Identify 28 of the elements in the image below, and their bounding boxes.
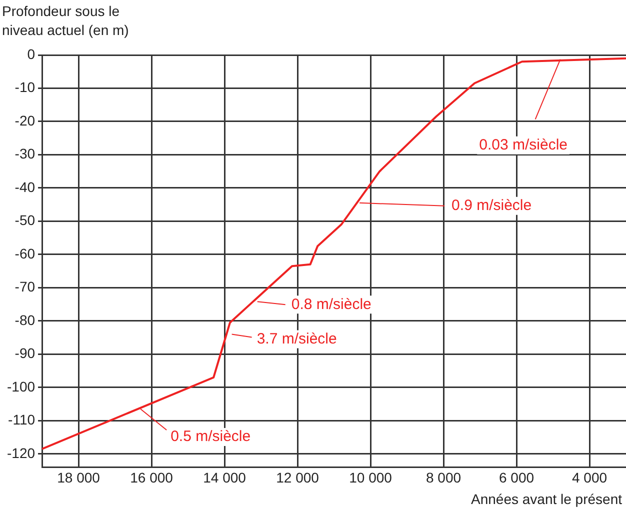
x-tick-label: 14 000 — [203, 469, 246, 486]
y-tick-label: -100 — [6, 378, 36, 394]
x-tick-label: 16 000 — [130, 469, 174, 486]
y-tick-label: -30 — [14, 146, 36, 162]
y-tick-label: 0 — [27, 46, 36, 62]
y-tick-label: -70 — [14, 278, 36, 295]
x-tick-label: 10 000 — [349, 469, 392, 486]
y-tick-label: -40 — [14, 178, 36, 195]
y-axis-title: Profondeur sous le niveau actuel (en m) — [2, 3, 129, 38]
x-tick-label: 8 000 — [426, 469, 462, 486]
annotation: 0.8 m/siècle — [291, 296, 372, 313]
x-tick-label: 6 000 — [498, 469, 534, 486]
y-tick-label: -10 — [14, 79, 36, 96]
x-tick-label: 4 000 — [572, 469, 608, 486]
annotation: 0.5 m/siècle — [170, 428, 251, 446]
annotation: 3.7 m/siècle — [256, 330, 337, 348]
x-tick-label: 12 000 — [276, 469, 320, 486]
y-tick-label: -60 — [14, 245, 36, 262]
annotation: 0.9 m/siècle — [452, 197, 532, 214]
y-tick-label: -20 — [14, 112, 36, 128]
y-tick-label: -90 — [14, 345, 36, 362]
y-tick-label: -50 — [14, 212, 36, 228]
y-tick-label: -110 — [8, 412, 36, 428]
y-tick-label: -80 — [14, 312, 36, 328]
annotation: 0.03 m/siècle — [479, 136, 568, 154]
y-tick-label: -120 — [6, 444, 36, 461]
x-axis-title: Années avant le présent — [471, 491, 622, 507]
x-tick-label: 18 000 — [57, 469, 100, 486]
